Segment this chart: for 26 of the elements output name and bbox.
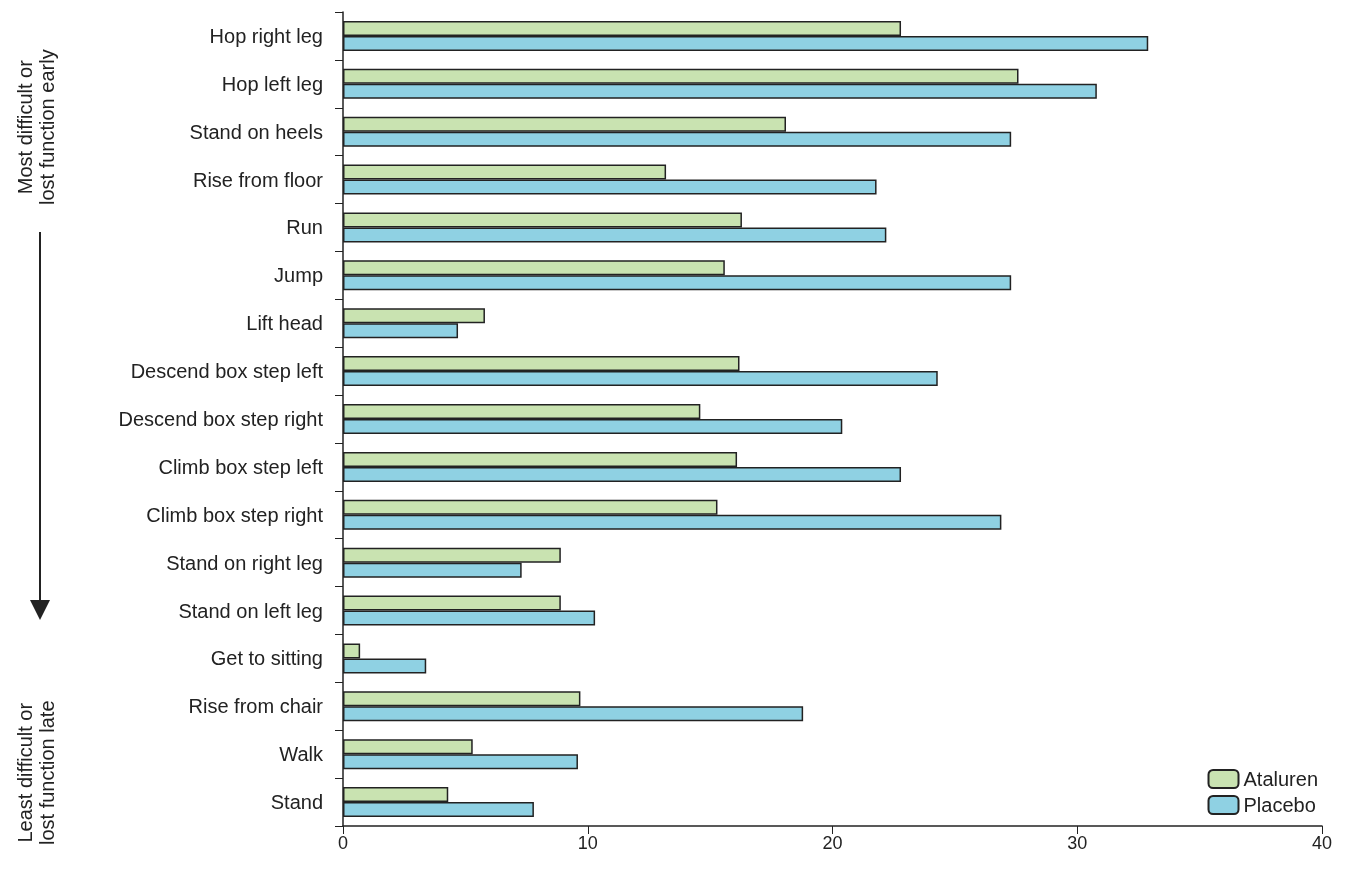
legend-label: Placebo [1243, 794, 1316, 816]
y-tick-label: Descend box step right [118, 408, 324, 430]
y-tick-label: Hop left leg [221, 72, 323, 95]
y-tick-label: Climb box step left [158, 455, 324, 478]
y-tick-label: Run [286, 216, 323, 239]
x-tick-label: 0 [337, 833, 349, 853]
y-tick-label: Get to sitting [210, 647, 323, 670]
y-tick-label: Rise from floor [192, 168, 324, 191]
y-tick-label: Stand on left leg [178, 599, 323, 622]
y-tick-label: Descend box step left [130, 360, 324, 383]
y-tick-label: Walk [279, 743, 324, 766]
y-tick-label: Hop right leg [209, 24, 323, 47]
text: Most difficult or lost function early [14, 49, 58, 205]
y-tick-label: Stand [270, 791, 323, 814]
y-tick-label: Rise from chair [188, 695, 324, 718]
x-tick-label: 10 [577, 833, 598, 853]
legend-label: Ataluren [1243, 768, 1319, 790]
y-tick-label: Lift head [246, 312, 323, 335]
y-tick-label: Stand on right leg [166, 551, 323, 574]
y-tick-label: Jump [274, 264, 323, 287]
y-tick-label: Stand on heels [189, 120, 323, 143]
text: Least difficult or lost function late [14, 700, 58, 845]
x-tick-label: 20 [822, 833, 843, 853]
x-tick-label: 30 [1067, 833, 1088, 853]
x-tick-label: 40 [1311, 833, 1333, 853]
y-tick-label: Climb box step right [146, 503, 324, 526]
